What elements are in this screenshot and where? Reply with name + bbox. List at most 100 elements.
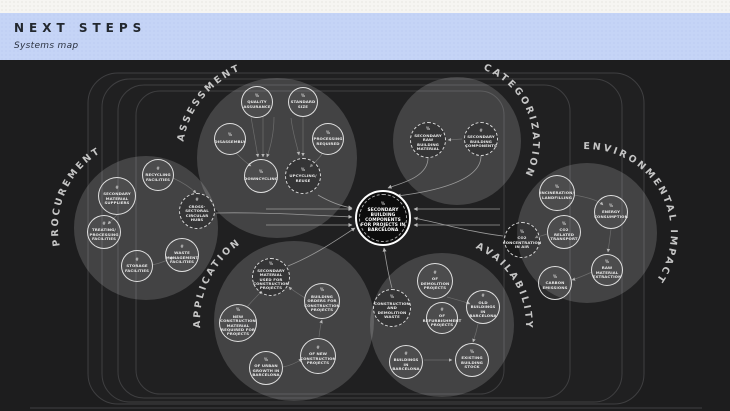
node-treating-processing-facilities: # TREATING/ PROCESSING FACILITIES xyxy=(87,215,121,249)
node-symbol: # xyxy=(440,307,444,313)
node-symbol: % xyxy=(604,259,610,265)
node-symbol: % xyxy=(608,203,614,209)
node-label: CONSTRUCTION AND DEMOLITION WASTE xyxy=(374,300,410,320)
node-downcycling: % DOWNCYCLING xyxy=(244,159,278,193)
node-symbol: % xyxy=(469,349,475,355)
node-symbol: % xyxy=(519,229,525,235)
node-symbol: % xyxy=(254,93,260,99)
node-label: OF REFURBISHMENT PROJECTS xyxy=(422,313,462,327)
node-of-urban-growth-in-barcelona: % OF URBAN GROWTH IN BARCELONA xyxy=(249,351,283,385)
node-label: RECYCLING FACILITIES xyxy=(145,172,171,182)
node-processing-required: % PROCESSING REQUIRED xyxy=(312,123,344,155)
node-of-new-construction-projects: # OF NEW CONSTRUCTION PROJECTS xyxy=(300,338,336,374)
node-symbol: # xyxy=(195,198,199,204)
node-label: BUILDINGS IN BARCELONA xyxy=(392,357,420,371)
node-label: CROSS-SECTORAL CIRCULAR HUBS xyxy=(185,203,209,223)
node-label: OF URBAN GROWTH IN BARCELONA xyxy=(252,363,280,377)
node-label: DOWNCYCLING xyxy=(244,175,278,181)
node-symbol: # xyxy=(316,345,320,351)
node-symbol: % xyxy=(552,274,558,280)
node-buildings-in-barcelona: # BUILDINGS IN BARCELONA xyxy=(389,345,423,379)
node-secondary-raw-building-material: % SECONDARY RAW BUILDING MATERIAL xyxy=(410,122,446,158)
node-carbon-emissions: % CARBON EMISSIONS xyxy=(538,266,572,300)
node-label: BUILDING ORDERS FOR CONSTRUCTION PROJECT… xyxy=(304,293,340,313)
node-quality-assurance: % QUALITY ASSURANCE xyxy=(241,86,273,118)
node-symbol: % xyxy=(300,167,306,173)
node-storage-facilities: # STORAGE FACILITIES xyxy=(121,250,153,282)
node-label: WASTE MANAGEMENT FACILITIES xyxy=(165,250,199,264)
node-symbol: # xyxy=(479,128,483,134)
node-label: SECONDARY MATERIAL SUPPLIERS xyxy=(103,191,131,205)
node-recycling-facilities: # RECYCLING FACILITIES xyxy=(142,159,174,191)
page-title: NEXT STEPS xyxy=(14,21,147,35)
systems-map-canvas: PROCUREMENT ASSESSMENT CATEGORIZATION EN… xyxy=(0,60,730,411)
node-upcycling-reuse: % UPCYCLING/ REUSE xyxy=(285,158,321,194)
node-label: UPCYCLING/ REUSE xyxy=(289,173,317,183)
node-label: CO2 RELATED TRANSPORT xyxy=(550,227,578,241)
node-cross-sectoral-circular-hubs: # CROSS-SECTORAL CIRCULAR HUBS xyxy=(179,193,215,229)
node-co2-related-transport: % CO2 RELATED TRANSPORT xyxy=(547,215,581,249)
node-symbol: # xyxy=(102,221,106,227)
node-symbol: % xyxy=(554,184,560,190)
node-label: SECONDARY RAW BUILDING MATERIAL xyxy=(414,132,442,152)
node-label: ENERGY CONSUMPTION xyxy=(594,209,628,219)
node-symbol: % xyxy=(380,201,386,207)
node-symbol: % xyxy=(300,93,306,99)
node-label: QUALITY ASSURANCE xyxy=(243,99,271,109)
node-disassembly: % DISASSEMBLY xyxy=(214,123,246,155)
node-symbol: # xyxy=(433,270,437,276)
cluster-assessment-circle xyxy=(197,78,357,238)
node-energy-consumption: % ENERGY CONSUMPTION xyxy=(594,195,628,229)
node-label: OF DEMOLITION PROJECTS xyxy=(420,276,450,290)
node-symbol: # xyxy=(481,294,485,300)
node-label: INCINERATION/ LANDFILLING xyxy=(540,190,575,200)
node-co2-concentration-in-air: % CO2 CONCENTRATION IN AIR xyxy=(503,222,541,258)
node-label: SECONDARY MATERIAL USED FOR CONSTRUCTION… xyxy=(253,267,289,291)
node-standard-size: % STANDARD SIZE xyxy=(288,87,318,117)
node-symbol: % xyxy=(235,308,241,314)
node-new-construction-material-required-for-projects: % NEW CONSTRUCTION MATERIAL REQUIRED FOR … xyxy=(219,304,257,342)
node-incineration-landfilling: % INCINERATION/ LANDFILLING xyxy=(539,175,575,211)
node-label: SECONDARY BUILDING COMPONENTS FOR PROJEC… xyxy=(360,208,406,234)
node-label: OLD BUILDINGS IN BARCELONA xyxy=(469,299,497,319)
node-building-orders-for-construction-projects: % BUILDING ORDERS FOR CONSTRUCTION PROJEC… xyxy=(304,283,340,319)
node-construction-and-demolition-waste: % CONSTRUCTION AND DEMOLITION WASTE xyxy=(373,289,411,327)
node-waste-management-facilities: # WASTE MANAGEMENT FACILITIES xyxy=(165,238,199,272)
node-label: PROCESSING REQUIRED xyxy=(313,136,343,146)
node-symbol: # xyxy=(156,166,160,172)
center-arrows xyxy=(215,155,504,289)
page-subtitle: Systems map xyxy=(14,41,79,51)
node-old-buildings-in-barcelona: # OLD BUILDINGS IN BARCELONA xyxy=(466,290,500,324)
node-of-refurbishment-projects: # OF REFURBISHMENT PROJECTS xyxy=(423,302,461,334)
node-label: DISASSEMBLY xyxy=(214,138,246,144)
node-symbol: % xyxy=(263,357,269,363)
nodes-layer: # SECONDARY MATERIAL SUPPLIERS # RECYCLING … xyxy=(0,60,730,411)
node-label: RAW MATERIAL EXTRACTION xyxy=(592,265,622,279)
slide-header: NEXT STEPS Systems map xyxy=(0,13,730,60)
node-secondary-building-components: # SECONDARY BUILDING COMPONENTS xyxy=(464,122,498,156)
cluster-categorization-circle xyxy=(393,77,521,205)
node-label: CARBON EMISSIONS xyxy=(542,280,568,290)
node-symbol: % xyxy=(389,295,395,301)
node-symbol: # xyxy=(135,257,139,263)
node-symbol: # xyxy=(180,244,184,250)
node-symbol: # xyxy=(404,351,408,357)
top-strip xyxy=(0,0,730,13)
node-symbol: % xyxy=(227,133,233,138)
node-secondary-material-used-for-construction-projects: % SECONDARY MATERIAL USED FOR CONSTRUCTIO… xyxy=(252,258,290,296)
node-label: EXISTING BUILDING STOCK xyxy=(461,355,483,369)
node-symbol: % xyxy=(319,288,325,294)
node-secondary-building-components-for-projects-in-barcelona: % SECONDARY BUILDING COMPONENTS FOR PROJE… xyxy=(355,190,411,246)
node-label: OF NEW CONSTRUCTION PROJECTS xyxy=(300,351,336,365)
node-label: TREATING/ PROCESSING FACILITIES xyxy=(89,227,119,241)
node-secondary-material-suppliers: # SECONDARY MATERIAL SUPPLIERS xyxy=(98,177,136,215)
node-symbol: % xyxy=(268,262,274,268)
node-of-demolition-projects: # OF DEMOLITION PROJECTS xyxy=(417,263,453,299)
node-label: SECONDARY BUILDING COMPONENTS xyxy=(465,134,497,148)
node-raw-material-extraction: % RAW MATERIAL EXTRACTION xyxy=(591,254,623,286)
node-label: STORAGE FACILITIES xyxy=(125,263,150,273)
node-symbol: % xyxy=(258,170,264,175)
node-symbol: % xyxy=(561,221,567,227)
node-label: NEW CONSTRUCTION MATERIAL REQUIRED FOR P… xyxy=(220,313,256,337)
node-symbol: % xyxy=(325,130,331,136)
